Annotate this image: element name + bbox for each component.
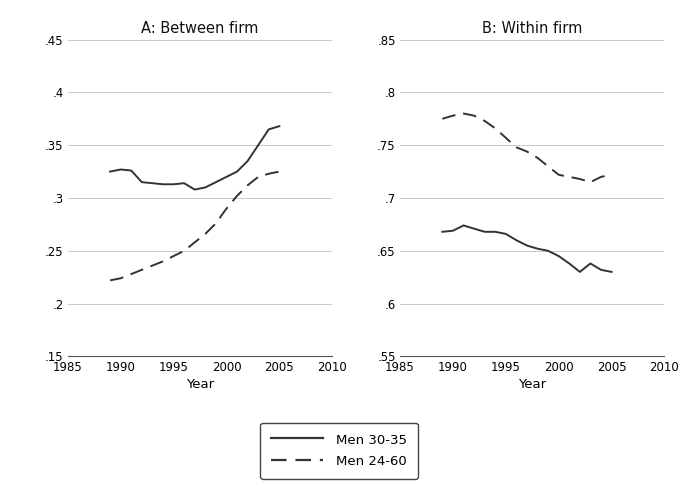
X-axis label: Year: Year	[518, 378, 546, 391]
Title: A: Between firm: A: Between firm	[141, 21, 259, 36]
Legend: Men 30-35, Men 24-60: Men 30-35, Men 24-60	[260, 423, 418, 479]
Title: B: Within firm: B: Within firm	[482, 21, 582, 36]
X-axis label: Year: Year	[186, 378, 214, 391]
